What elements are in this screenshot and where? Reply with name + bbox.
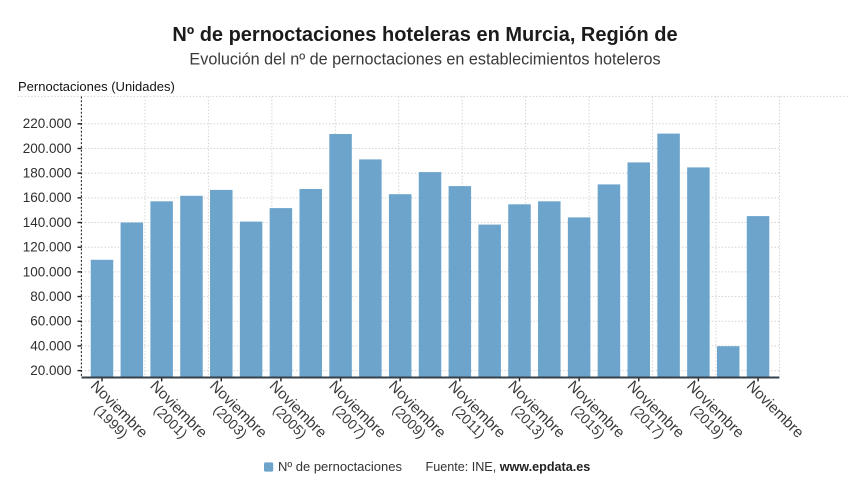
svg-text:200.000: 200.000 [23, 141, 72, 156]
svg-text:220.000: 220.000 [23, 116, 72, 131]
svg-text:40.000: 40.000 [30, 338, 71, 353]
svg-text:160.000: 160.000 [23, 190, 72, 205]
svg-text:60.000: 60.000 [30, 314, 71, 329]
svg-text:100.000: 100.000 [23, 264, 72, 279]
svg-text:20.000: 20.000 [30, 363, 71, 378]
svg-text:Nº de pernoctaciones: Nº de pernoctaciones [278, 459, 402, 474]
svg-text:Nº de pernoctaciones hoteleras: Nº de pernoctaciones hoteleras en Murcia… [172, 24, 677, 46]
svg-text:80.000: 80.000 [30, 289, 71, 304]
svg-text:120.000: 120.000 [23, 240, 72, 255]
svg-text:140.000: 140.000 [23, 215, 72, 230]
svg-text:Evolución del nº de pernoctaci: Evolución del nº de pernoctaciones en es… [189, 50, 660, 68]
svg-text:180.000: 180.000 [23, 166, 72, 181]
svg-text:Fuente: INE, www.epdata.es: Fuente: INE, www.epdata.es [426, 460, 591, 474]
svg-text:Pernoctaciones (Unidades): Pernoctaciones (Unidades) [18, 79, 175, 94]
